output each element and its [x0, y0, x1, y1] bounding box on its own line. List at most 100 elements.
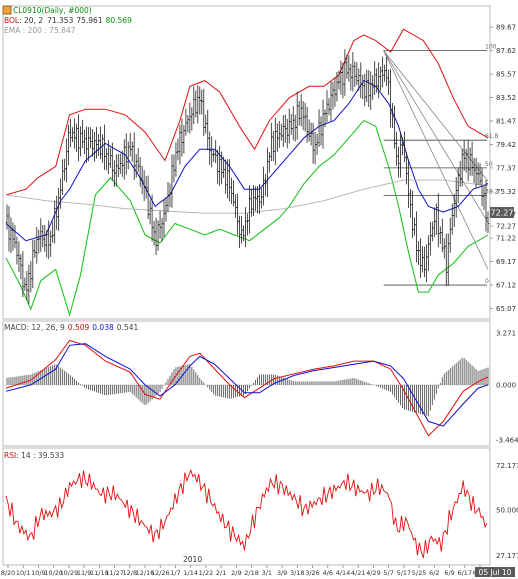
macd-label: MACD — [4, 323, 27, 332]
date-tick-label: 4/14 — [336, 569, 351, 577]
date-tick-label: 12/26 — [151, 569, 170, 577]
bol-value-2: 75.961 — [76, 16, 102, 25]
macd-value-1: 0.509 — [68, 323, 90, 332]
date-tick-label: 10/29 — [60, 569, 79, 577]
macd-panel — [2, 320, 491, 447]
rsi-legend: RSI: 14 : 39.533 — [4, 451, 64, 460]
rsi-line-path — [5, 468, 488, 559]
symbol-icon — [2, 5, 12, 15]
date-tick-label: 10/20 — [44, 569, 63, 577]
macd-axis: 3.271 0.000 -3.464 — [496, 330, 518, 445]
bol-legend: BOL: 20, 2 71.353 75.961 80.569 — [4, 16, 132, 25]
fib-fan-line — [383, 50, 489, 223]
date-badge-label: 05 Jul 10 — [479, 568, 512, 577]
rsi-tick-label: 50.000 — [496, 507, 518, 515]
date-tick-label: 10/1 — [16, 569, 31, 577]
date-tick-label: 3/18 — [290, 569, 305, 577]
macd-value-2: 0.038 — [92, 323, 114, 332]
rsi-panel — [2, 447, 491, 566]
date-tick-label: 11/9 — [77, 569, 92, 577]
period-label: (Daily, #000) — [42, 6, 92, 15]
rsi-tick-label: 27.177 — [496, 552, 518, 560]
fib-fan-line — [383, 50, 489, 270]
macd-tick-label: 0.000 — [496, 381, 516, 389]
fib-level-label: 0 — [485, 278, 489, 285]
current-price-badge — [490, 207, 514, 218]
bol-value-3: 80.569 — [106, 16, 132, 25]
fib-level-label: 50 — [485, 161, 493, 168]
price-tick-label: 79.42 — [496, 141, 516, 149]
date-tick-label: 6/2 — [429, 569, 439, 577]
price-tick-label: 89.67 — [496, 24, 516, 32]
bol-value-1: 71.353 — [47, 16, 73, 25]
price-tick-label: 85.57 — [496, 71, 516, 79]
fib-level-label: 61.8 — [485, 133, 499, 140]
date-tick-label: 1/7 — [170, 569, 180, 577]
macd-legend: MACD: 12, 26, 9 0.509 0.038 0.541 — [4, 323, 138, 332]
macd-tick-label: -3.464 — [496, 436, 518, 444]
price-tick-label: 87.62 — [496, 47, 516, 55]
date-tick-label: 4/29 — [366, 569, 381, 577]
date-tick-label: 10/9 — [31, 569, 46, 577]
macd-signal-line — [5, 343, 489, 427]
bol-label: BOL — [4, 16, 20, 25]
price-panel — [2, 5, 491, 320]
macd-tick-label: 3.271 — [496, 330, 516, 338]
macd-histogram — [6, 357, 489, 417]
bol-params: : 20, 2 — [19, 16, 43, 25]
price-legend-title: CL0910(Daily, #000) — [13, 6, 92, 15]
bollinger-upper-line — [5, 28, 489, 196]
date-badge — [475, 567, 515, 577]
fib-fan-line — [383, 50, 489, 182]
price-tick-label: 83.52 — [496, 94, 516, 102]
price-tick-label: 69.17 — [496, 258, 516, 266]
fib-level-label: 38.2 — [485, 189, 499, 196]
price-ohlc-bars — [5, 49, 490, 305]
date-tick-label: 4/21 — [351, 569, 366, 577]
macd-params: : 12, 26, 9 — [26, 323, 65, 332]
date-tick-label: 4/6 — [323, 569, 333, 577]
macd-lines — [5, 339, 489, 437]
price-tick-label: 75.32 — [496, 188, 516, 196]
price-series-lines — [5, 28, 489, 317]
date-tick-label: 6/9 — [444, 569, 454, 577]
date-axis: 8/20 10/1 10/910/2010/2911/911/1811/2712/8… — [1, 565, 487, 577]
price-tick-label: 77.37 — [496, 164, 516, 172]
date-tick-label: 11/18 — [90, 569, 109, 577]
date-tick-label: 1/22 — [199, 569, 214, 577]
date-tick-label: 6/17 — [457, 569, 472, 577]
date-tick-label: 2/9 — [231, 569, 241, 577]
year-marker: 2010 — [183, 555, 202, 564]
rsi-label: RSI — [4, 451, 16, 460]
date-tick-label: 11/27 — [105, 569, 124, 577]
macd-value-3: 0.541 — [117, 323, 139, 332]
date-tick-label: 3/26 — [305, 569, 320, 577]
ema-legend: EMA : 200 : 75.847 — [4, 26, 76, 35]
date-tick-label: 3/9 — [277, 569, 287, 577]
date-tick-label: 5/25 — [412, 569, 427, 577]
date-tick-label: 5/17 — [397, 569, 412, 577]
price-tick-label: 72.27 — [496, 223, 516, 231]
current-price-label: 72.27 — [491, 209, 514, 218]
date-tick-label: 3/1 — [262, 569, 272, 577]
ema-200-line — [5, 179, 489, 214]
fib-level-label: 100 — [485, 44, 497, 51]
date-tick-label: 12/16 — [136, 569, 155, 577]
symbol-label: CL0910 — [13, 6, 42, 15]
rsi-axis: 72.177 50.000 27.177 — [496, 462, 518, 560]
price-tick-label: 71.22 — [496, 235, 516, 243]
date-tick-label: 8/20 — [1, 569, 16, 577]
price-tick-label: 81.47 — [496, 117, 516, 125]
bollinger-lower-line — [5, 119, 489, 317]
rsi-params: : 14 : 39.533 — [16, 451, 64, 460]
date-tick-label: 5/7 — [383, 569, 393, 577]
date-tick-label: 2/18 — [244, 569, 259, 577]
rsi-tick-label: 72.177 — [496, 462, 518, 470]
rsi-line — [5, 468, 488, 559]
price-tick-label: 65.07 — [496, 305, 516, 313]
date-tick-label: 1/14 — [183, 569, 198, 577]
price-tick-label: 67.12 — [496, 282, 516, 290]
date-tick-label: 2/1 — [216, 569, 226, 577]
date-tick-label: 12/8 — [123, 569, 138, 577]
